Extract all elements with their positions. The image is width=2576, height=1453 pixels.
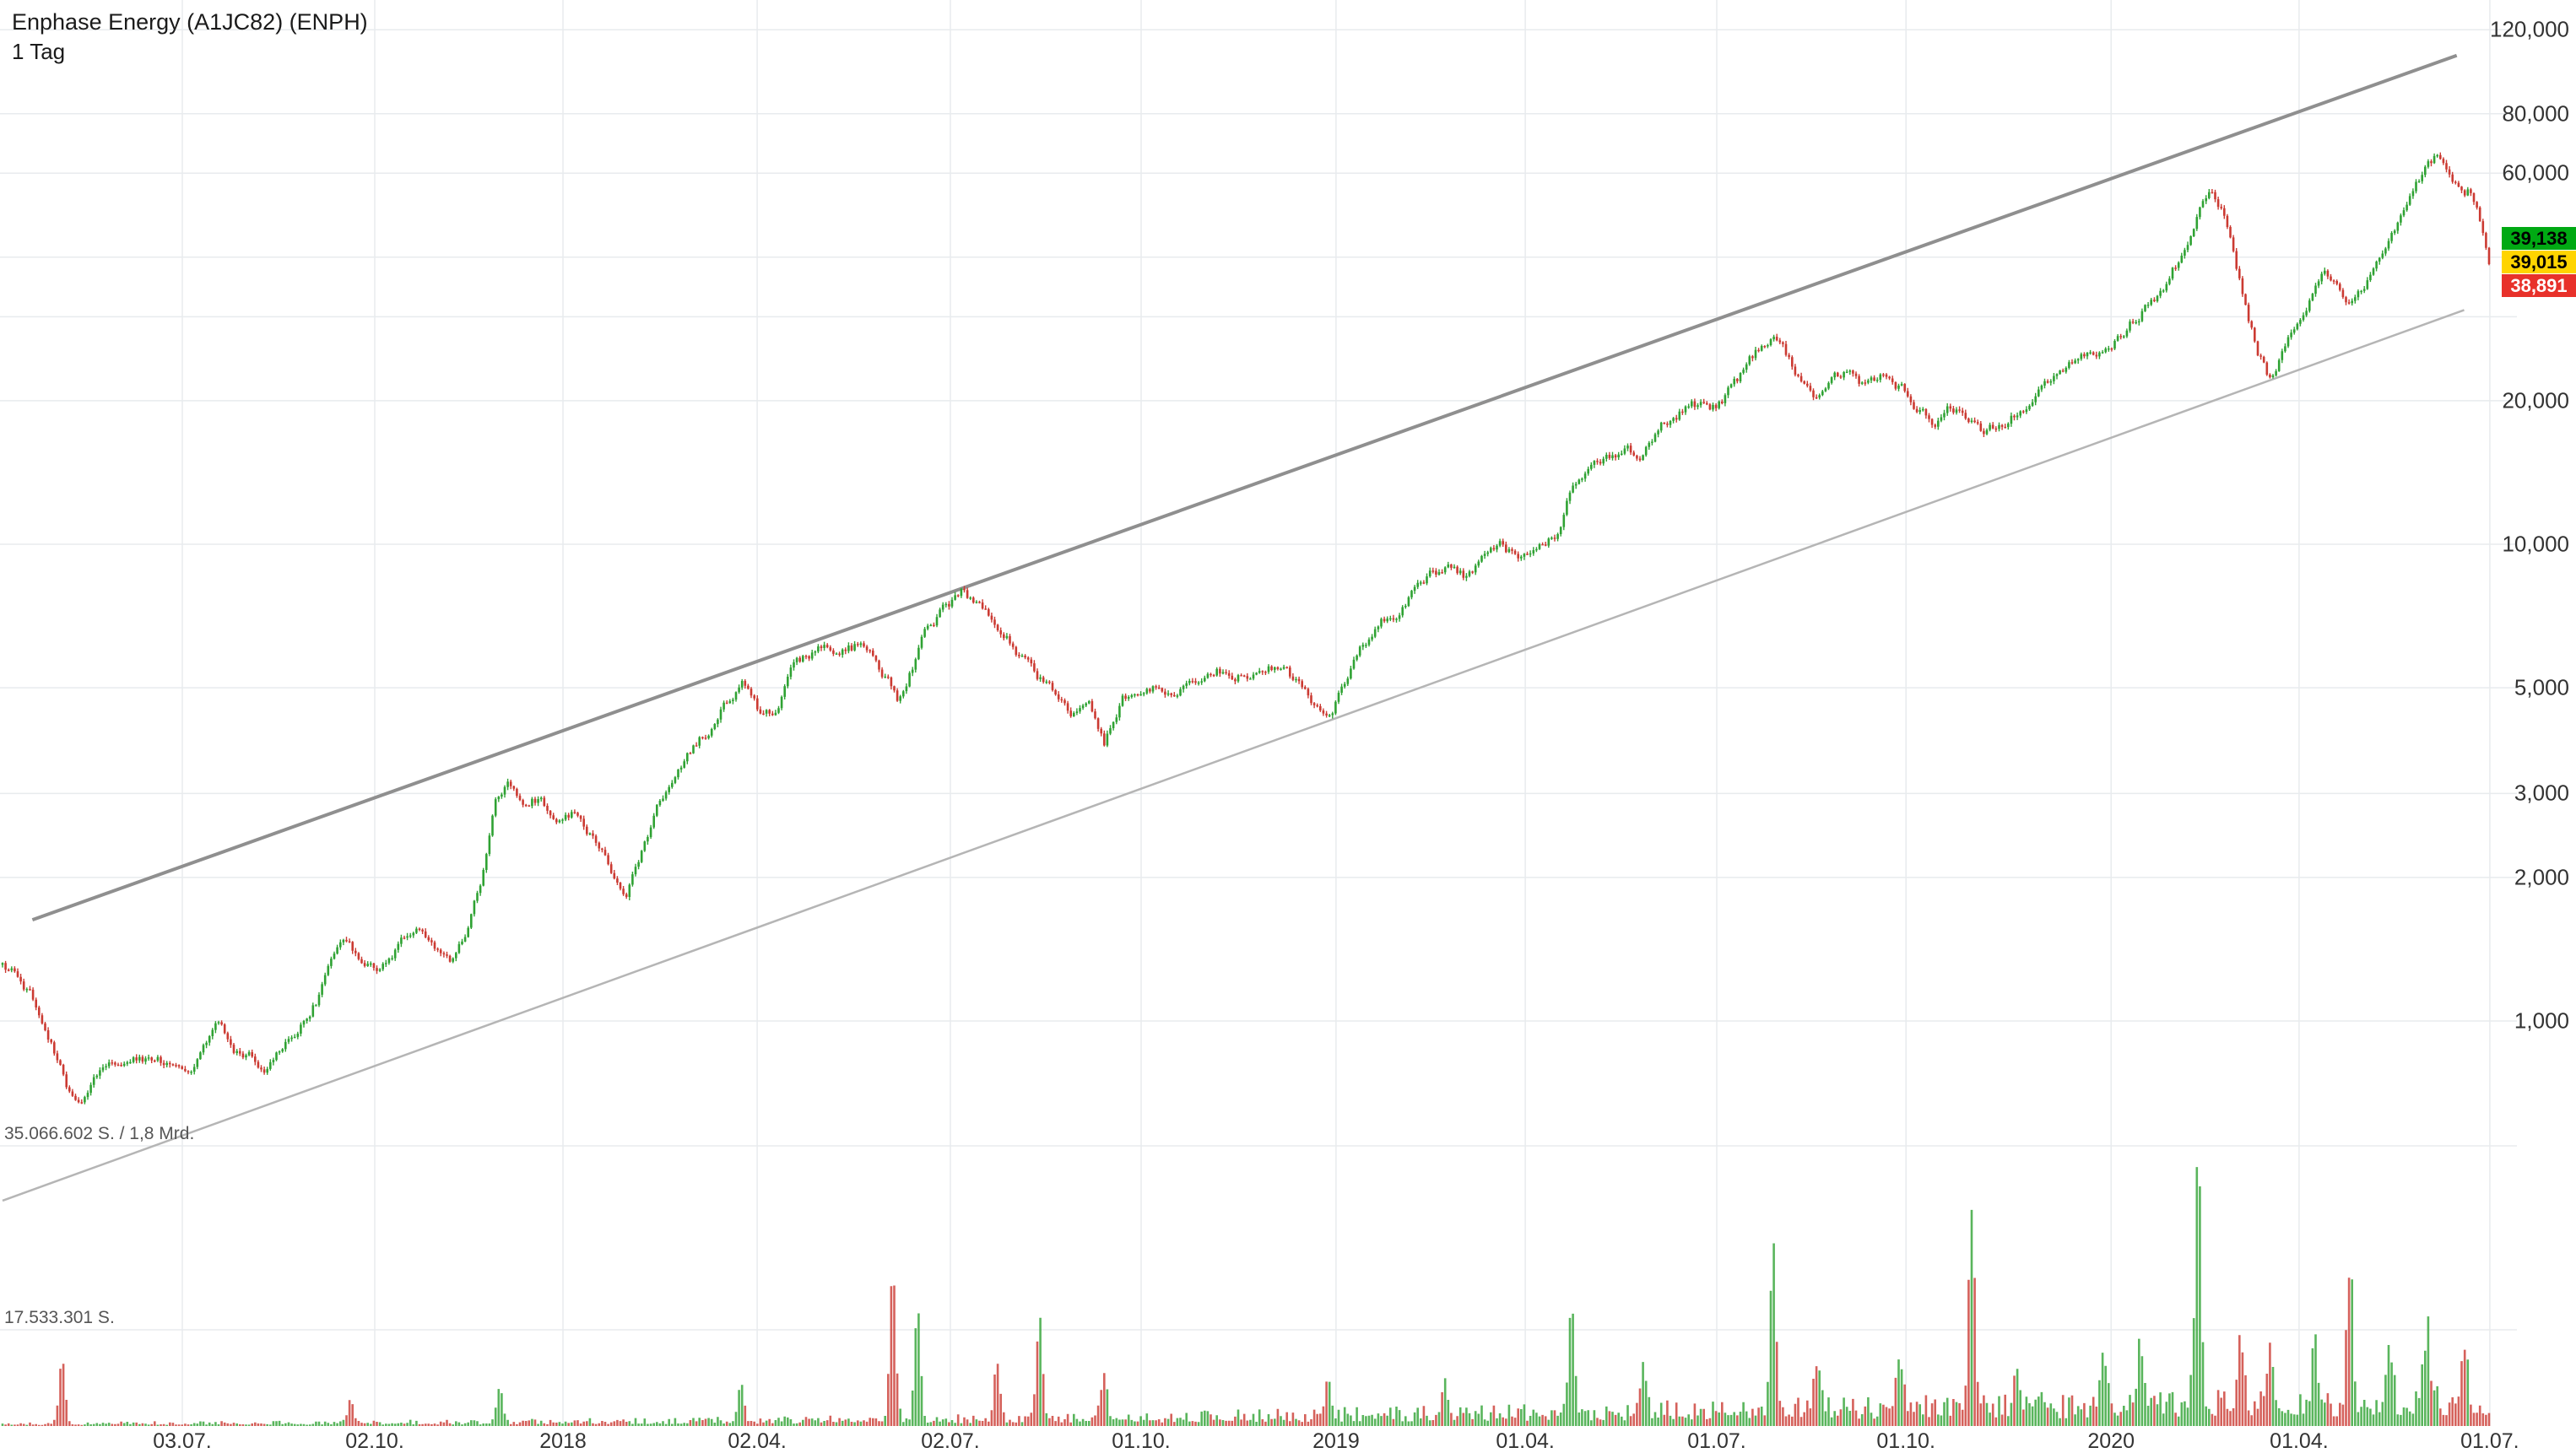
time-tick-label: 2020	[2087, 1429, 2135, 1453]
price-tick-label: 1,000	[2514, 1007, 2569, 1034]
volume-axis-label-mid: 17.533.301 S.	[4, 1308, 115, 1327]
chart-header: Enphase Energy (A1JC82) (ENPH) 1 Tag	[12, 7, 368, 66]
time-tick-label: 01.07.	[1687, 1429, 1746, 1453]
gridlines	[0, 0, 2517, 1426]
volume-bars	[1, 1167, 2491, 1426]
price-tick-label: 20,000	[2502, 387, 2569, 413]
time-tick-label: 02.04.	[728, 1429, 787, 1453]
candles	[1, 152, 2491, 1105]
time-tick-label: 01.10.	[1876, 1429, 1935, 1453]
bid-price-badge: 38,891	[2502, 274, 2576, 297]
last-price-badge: 39,015	[2502, 251, 2576, 273]
trend-channel[interactable]	[2, 53, 2465, 1202]
time-tick-label: 01.07.	[2460, 1429, 2519, 1453]
time-tick-label: 2019	[1312, 1429, 1360, 1453]
price-tick-label: 60,000	[2502, 159, 2569, 186]
chart-title: Enphase Energy (A1JC82) (ENPH)	[12, 9, 368, 35]
time-tick-label: 01.10.	[1112, 1429, 1171, 1453]
time-tick-label: 01.04.	[2270, 1429, 2329, 1453]
timeframe-label[interactable]: 1 Tag	[12, 39, 66, 64]
price-tick-label: 120,000	[2490, 16, 2569, 42]
price-tick-label: 2,000	[2514, 864, 2569, 890]
time-tick-label: 2018	[539, 1429, 587, 1453]
volume-axis-label-top: 35.066.602 S. / 1,8 Mrd.	[4, 1124, 195, 1143]
price-tick-label: 10,000	[2502, 531, 2569, 557]
ask-price-badge: 39,138	[2502, 227, 2576, 250]
price-tick-label: 5,000	[2514, 674, 2569, 700]
lower-channel-line[interactable]	[2, 309, 2465, 1202]
time-tick-label: 02.07.	[921, 1429, 980, 1453]
time-tick-label: 03.07.	[153, 1429, 212, 1453]
price-badges: 39,138 39,015 38,891	[2502, 227, 2576, 298]
price-tick-label: 3,000	[2514, 780, 2569, 806]
price-tick-label: 80,000	[2502, 100, 2569, 127]
upper-channel-line[interactable]	[31, 53, 2458, 921]
time-tick-label: 02.10.	[345, 1429, 404, 1453]
time-tick-label: 01.04.	[1496, 1429, 1555, 1453]
